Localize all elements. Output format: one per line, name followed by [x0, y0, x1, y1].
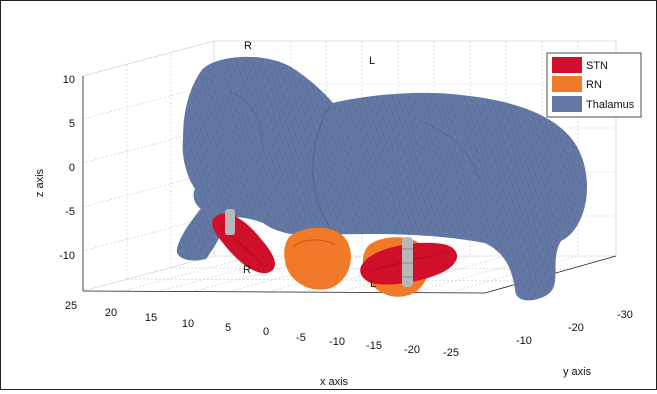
- x-tick-label: -20: [404, 344, 420, 356]
- electrode-right: [225, 209, 235, 235]
- legend: STN RN Thalamus: [546, 52, 642, 118]
- x-tick-label: -10: [329, 336, 345, 348]
- x-tick-label: -25: [443, 347, 459, 359]
- x-ticks: 25 20 15 10 5 0 -5 -10 -15 -20 -25: [65, 300, 459, 359]
- y-tick-label: -30: [617, 309, 633, 321]
- legend-swatch-stn: [552, 57, 582, 73]
- annotation-r-floor: R: [243, 264, 251, 276]
- legend-swatch-thalamus: [552, 96, 582, 112]
- stn-left-surface: [360, 237, 458, 287]
- x-tick-label: 25: [65, 300, 77, 312]
- legend-label-stn: STN: [586, 60, 608, 72]
- electrode-left: [402, 237, 413, 287]
- legend-label-rn: RN: [586, 79, 602, 91]
- z-tick-label: -5: [65, 206, 75, 218]
- back-wall: [214, 40, 617, 256]
- thalamus-surface: [176, 56, 588, 301]
- z-tick-label: -10: [59, 250, 75, 262]
- legend-swatch-rn: [552, 76, 582, 92]
- annotation-l-floor: L: [370, 278, 376, 290]
- x-tick-label: 0: [263, 326, 269, 338]
- y-ticks: -10 -20 -30: [516, 309, 633, 347]
- x-tick-label: 10: [182, 318, 194, 330]
- annotation-r-top: R: [244, 40, 252, 52]
- z-tick-label: 5: [69, 118, 75, 130]
- side-annotations: R L R L: [243, 40, 376, 290]
- x-tick-label: 15: [145, 312, 157, 324]
- z-tick-label: 10: [63, 74, 75, 86]
- legend-label-thalamus: Thalamus: [586, 99, 635, 111]
- y-tick-label: -10: [516, 335, 532, 347]
- annotation-l-top: L: [369, 55, 375, 67]
- rn-right-surface: [284, 227, 351, 290]
- x-tick-label: -5: [296, 332, 306, 344]
- x-tick-label: 20: [105, 307, 117, 319]
- z-tick-label: 0: [69, 162, 75, 174]
- x-axis-label: x axis: [320, 376, 349, 388]
- y-tick-label: -20: [568, 322, 584, 334]
- y-axis-label: y axis: [563, 366, 592, 378]
- x-tick-label: 5: [225, 322, 231, 334]
- z-axis-label: z axis: [34, 168, 46, 197]
- z-ticks: 10 5 0 -5 -10: [59, 74, 75, 262]
- stn-right-surface: [212, 209, 275, 274]
- x-tick-label: -15: [366, 340, 382, 352]
